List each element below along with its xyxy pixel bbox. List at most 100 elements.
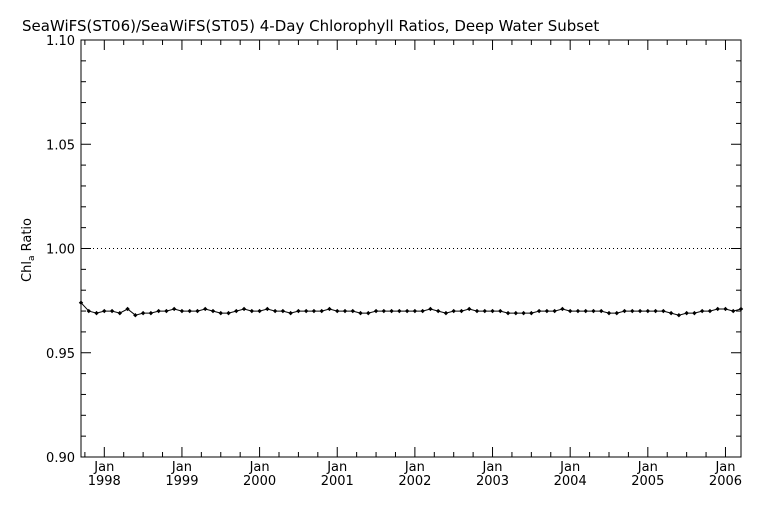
series-line (80, 302, 742, 316)
x-tick-label-month: Jan (326, 460, 347, 475)
data-point (203, 306, 208, 312)
data-point (630, 308, 635, 314)
data-point (529, 310, 534, 316)
data-point (381, 308, 387, 314)
data-point (707, 308, 713, 314)
data-point (715, 306, 720, 312)
data-point (102, 308, 107, 314)
data-point (482, 308, 487, 314)
data-point (272, 308, 278, 314)
x-tick-label-year: 1999 (165, 474, 198, 489)
data-point (156, 308, 161, 314)
data-point (567, 308, 573, 314)
data-point (575, 308, 581, 314)
y-tick-label: 0.90 (46, 451, 75, 466)
data-point (187, 308, 192, 314)
data-point (218, 310, 223, 316)
data-point (210, 308, 216, 314)
x-tick-label-month: Jan (559, 460, 580, 475)
data-point (366, 310, 371, 316)
data-point (125, 306, 130, 312)
data-point (560, 306, 565, 312)
data-point (513, 310, 519, 316)
data-point (404, 308, 410, 314)
data-point (661, 308, 666, 314)
x-tick-label-month: Jan (637, 460, 658, 475)
data-point (474, 308, 480, 314)
data-point (358, 310, 363, 316)
y-axis-label-main: Chl (20, 261, 35, 282)
data-point (249, 308, 255, 314)
data-point (699, 308, 705, 314)
data-point (109, 308, 115, 314)
data-point (86, 308, 91, 314)
chart-title: SeaWiFS(ST06)/SeaWiFS(ST05) 4-Day Chloro… (22, 17, 599, 35)
data-point (226, 310, 231, 316)
data-point (140, 310, 146, 316)
data-point (637, 308, 643, 314)
x-tick-label-year: 1998 (88, 474, 121, 489)
data-point (303, 308, 309, 314)
data-point (684, 310, 689, 316)
data-point (234, 308, 239, 314)
data-point (420, 308, 425, 314)
data-point (327, 306, 332, 312)
x-tick-label-month: Jan (249, 460, 270, 475)
x-tick-label-year: 2006 (709, 474, 742, 489)
y-tick-label: 1.00 (46, 243, 75, 258)
data-point (288, 310, 293, 316)
data-point (583, 308, 588, 314)
data-point (171, 306, 177, 312)
x-tick-label-year: 2004 (554, 474, 587, 489)
x-tick-label-year: 2005 (631, 474, 664, 489)
data-point (179, 308, 185, 314)
data-point (350, 308, 355, 314)
data-point (428, 306, 433, 312)
plot-frame (80, 39, 742, 458)
data-point (591, 308, 596, 314)
data-point (443, 310, 449, 316)
data-point (435, 308, 441, 314)
data-point (505, 310, 511, 316)
data-point (676, 313, 682, 318)
data-point (148, 310, 154, 316)
y-axis-label: Chla Ratio (20, 218, 37, 282)
data-point (241, 306, 247, 312)
data-point (311, 308, 317, 314)
data-point (451, 308, 456, 314)
data-point (164, 308, 169, 314)
data-point (723, 306, 728, 312)
data-point (622, 308, 627, 314)
data-point (599, 308, 604, 314)
data-point (133, 313, 138, 318)
data-point (257, 308, 262, 314)
data-point (606, 310, 612, 316)
x-tick-label-year: 2002 (398, 474, 431, 489)
y-axis-label-tail: Ratio (20, 218, 35, 256)
x-tick-label-year: 2000 (243, 474, 276, 489)
data-point (335, 308, 340, 314)
data-point (280, 308, 286, 314)
data-point (490, 308, 495, 314)
data-point (536, 308, 542, 314)
data-point (342, 308, 348, 314)
data-point (692, 310, 697, 316)
x-tick-label-month: Jan (482, 460, 503, 475)
x-tick-label-year: 2001 (321, 474, 354, 489)
data-point (389, 308, 394, 314)
x-tick-label-month: Jan (93, 460, 114, 475)
data-point (731, 308, 736, 314)
data-point (373, 308, 379, 314)
data-point (397, 308, 402, 314)
data-point (117, 310, 123, 316)
y-axis-label-sub: a (27, 256, 37, 262)
data-point (653, 308, 658, 314)
data-point (498, 308, 503, 314)
data-point (521, 310, 526, 316)
data-point (195, 308, 200, 314)
data-point (412, 308, 418, 314)
x-tick-label-month: Jan (171, 460, 192, 475)
x-tick-label-year: 2003 (476, 474, 509, 489)
data-point (459, 308, 464, 314)
